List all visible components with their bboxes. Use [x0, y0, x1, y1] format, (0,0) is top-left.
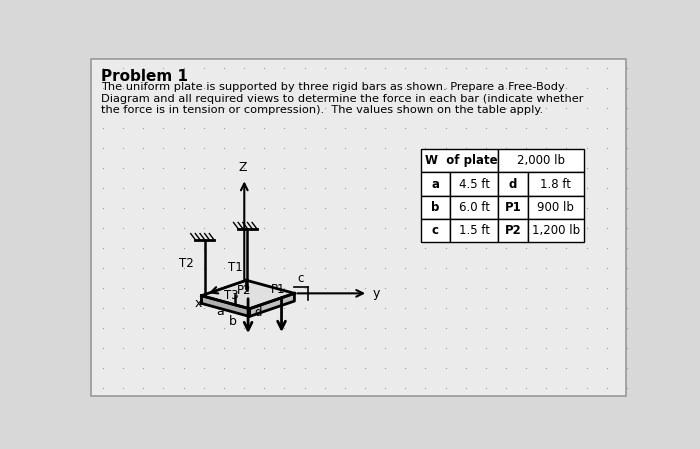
Text: 1.8 ft: 1.8 ft [540, 177, 571, 190]
Text: d: d [509, 177, 517, 190]
Polygon shape [202, 280, 295, 309]
Text: c: c [298, 272, 304, 285]
Text: d: d [254, 306, 262, 319]
Text: P2: P2 [505, 224, 522, 237]
Text: b: b [230, 315, 237, 328]
Text: T3: T3 [224, 289, 239, 302]
Bar [421, 150, 498, 172]
Bar [498, 196, 528, 219]
Text: Problem 1: Problem 1 [102, 69, 188, 84]
Polygon shape [249, 293, 295, 317]
Text: T1: T1 [228, 261, 243, 274]
Text: 4.5 ft: 4.5 ft [458, 177, 490, 190]
Bar [498, 150, 584, 172]
Text: Z: Z [239, 161, 247, 174]
Text: the force is in tension or compression).  The values shown on the table apply.: the force is in tension or compression).… [102, 106, 544, 115]
Text: P2: P2 [237, 284, 252, 297]
Text: The uniform plate is supported by three rigid bars as shown. Prepare a Free-Body: The uniform plate is supported by three … [102, 82, 565, 92]
Text: x: x [195, 297, 202, 310]
Text: W  of plate: W of plate [426, 154, 498, 167]
Text: 6.0 ft: 6.0 ft [458, 201, 490, 214]
Bar [528, 172, 584, 196]
Text: b: b [431, 201, 440, 214]
Text: 2,000 lb: 2,000 lb [517, 154, 565, 167]
Text: P1: P1 [505, 201, 522, 214]
Polygon shape [202, 295, 249, 317]
Bar [450, 172, 498, 196]
Text: T2: T2 [179, 257, 194, 270]
Bar [498, 219, 528, 242]
Text: c: c [432, 224, 439, 237]
Bar [528, 219, 584, 242]
Text: Diagram and all required views to determine the force in each bar (indicate whet: Diagram and all required views to determ… [102, 94, 584, 104]
Text: 900 lb: 900 lb [537, 201, 574, 214]
FancyBboxPatch shape [92, 58, 626, 396]
Bar [528, 196, 584, 219]
Bar [421, 172, 450, 196]
Text: P1: P1 [271, 282, 285, 295]
Text: y: y [372, 287, 380, 300]
Bar [421, 219, 450, 242]
Bar [450, 219, 498, 242]
Text: a: a [431, 177, 440, 190]
Text: 1,200 lb: 1,200 lb [531, 224, 580, 237]
Bar [450, 196, 498, 219]
Text: a: a [216, 305, 224, 318]
Bar [498, 172, 528, 196]
Text: 1.5 ft: 1.5 ft [458, 224, 490, 237]
Bar [421, 196, 450, 219]
